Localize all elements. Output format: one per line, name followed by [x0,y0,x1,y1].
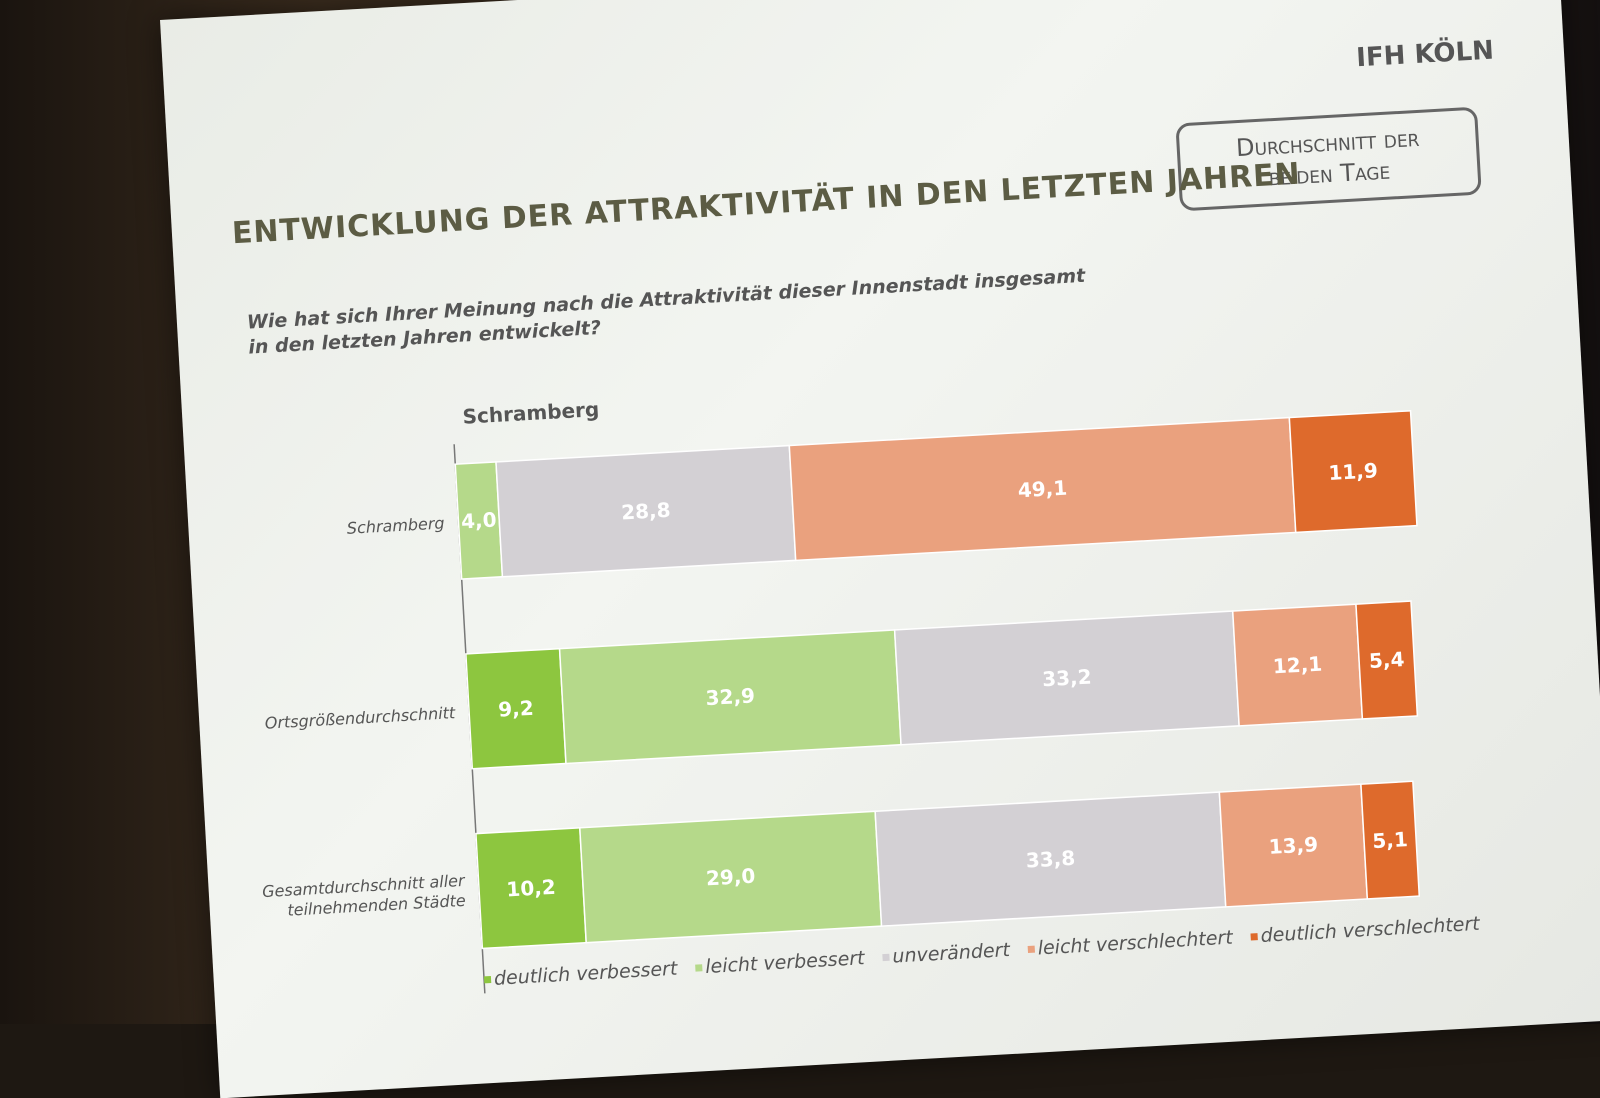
data-label: 32,9 [705,683,756,710]
data-label: 10,2 [506,875,557,902]
data-label: 12,1 [1272,652,1323,679]
legend-swatch [1027,945,1036,954]
data-label: 29,0 [705,864,756,891]
ifh-logo: IFH KÖLN [1355,35,1495,74]
legend-swatch [695,964,703,972]
slide-title: ENTWICKLUNG DER ATTRAKTIVITÄT IN DEN LET… [231,156,1302,252]
category-label: Schramberg [346,513,445,537]
legend-swatch [483,976,492,984]
legend-swatch [1250,933,1258,941]
projection-screen: IFH KÖLN Durchschnitt der beiden Tage EN… [160,0,1600,1098]
chart-title: Schramberg [462,397,600,429]
data-label: 33,2 [1042,665,1093,692]
legend-swatch [882,953,890,962]
data-label: 4,0 [460,508,497,534]
data-label: 13,9 [1268,832,1319,859]
data-label: 5,4 [1368,647,1405,673]
data-label: 49,1 [1017,476,1068,503]
data-label: 5,1 [1372,827,1409,853]
data-label: 11,9 [1328,458,1379,485]
legend-label: leicht verbessert [705,947,867,978]
legend-label: deutlich verbessert [493,958,679,990]
stacked-bar-chart: Schramberg Schramberg 4,0 28,8 49,1 11,9 Ortsg… [262,397,1482,994]
slide: IFH KÖLN Durchschnitt der beiden Tage EN… [202,0,1586,1056]
data-label: 28,8 [621,498,672,525]
category-label: Ortsgrößendurchschnitt [264,703,456,733]
category-label: Gesamtdurchschnitt allerteilnehmenden St… [262,871,468,921]
legend-label: deutlich verschlechtert [1260,913,1482,947]
bar-segment [1288,410,1418,534]
bar-segment [1360,780,1421,900]
bar-segment [1355,600,1419,720]
legend-label: unverändert [892,939,1012,968]
legend-label: leicht verschlechtert [1037,926,1235,959]
data-label: 9,2 [498,696,535,722]
data-label: 33,8 [1025,846,1076,873]
